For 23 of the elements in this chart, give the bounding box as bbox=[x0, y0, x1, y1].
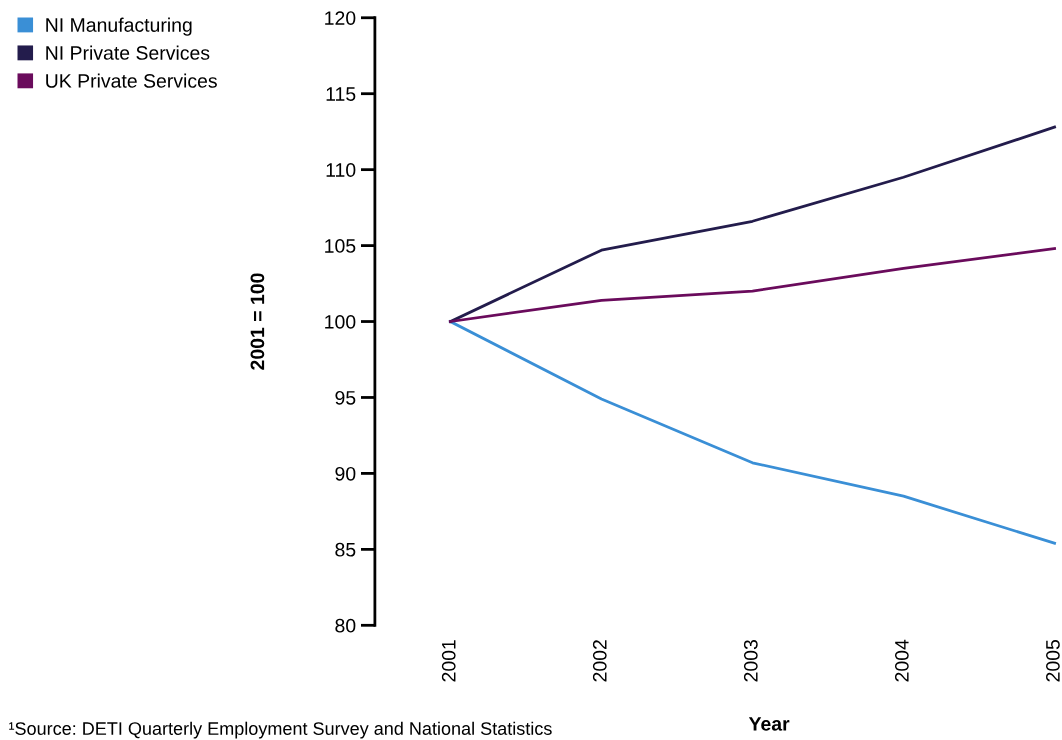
y-tick-label: 120 bbox=[325, 11, 356, 25]
y-tick-label: 100 bbox=[325, 315, 356, 329]
x-tick-label: 2003 bbox=[743, 640, 758, 682]
legend-label: UK Private Services bbox=[46, 73, 217, 88]
y-tick-label: 110 bbox=[326, 163, 356, 177]
y-tick-label: 90 bbox=[335, 466, 356, 481]
line-series bbox=[449, 247, 1056, 323]
y-tick-label: 115 bbox=[326, 87, 356, 101]
x-tick-label: 2001 bbox=[441, 640, 456, 682]
y-tick-label: 95 bbox=[335, 390, 356, 405]
x-tick-label: 2004 bbox=[894, 639, 909, 682]
y-axis-title: 2001 = 100 bbox=[250, 273, 265, 370]
text: ¹Source: DETI Quarterly Employment Survey and National Statistics bbox=[9, 721, 552, 739]
legend-label: NI Private Services bbox=[46, 45, 210, 60]
y-tick-label: 105 bbox=[325, 239, 356, 253]
y-tick-label: 80 bbox=[335, 618, 356, 633]
legend-label: NI Manufacturing bbox=[46, 17, 192, 36]
x-axis-title: Year bbox=[748, 717, 790, 731]
line-series bbox=[449, 320, 1056, 545]
x-tick-label: 2002 bbox=[592, 640, 607, 682]
y-tick-label: 85 bbox=[335, 542, 356, 557]
x-tick-label: 2005 bbox=[1046, 640, 1060, 682]
line-series bbox=[449, 125, 1056, 323]
